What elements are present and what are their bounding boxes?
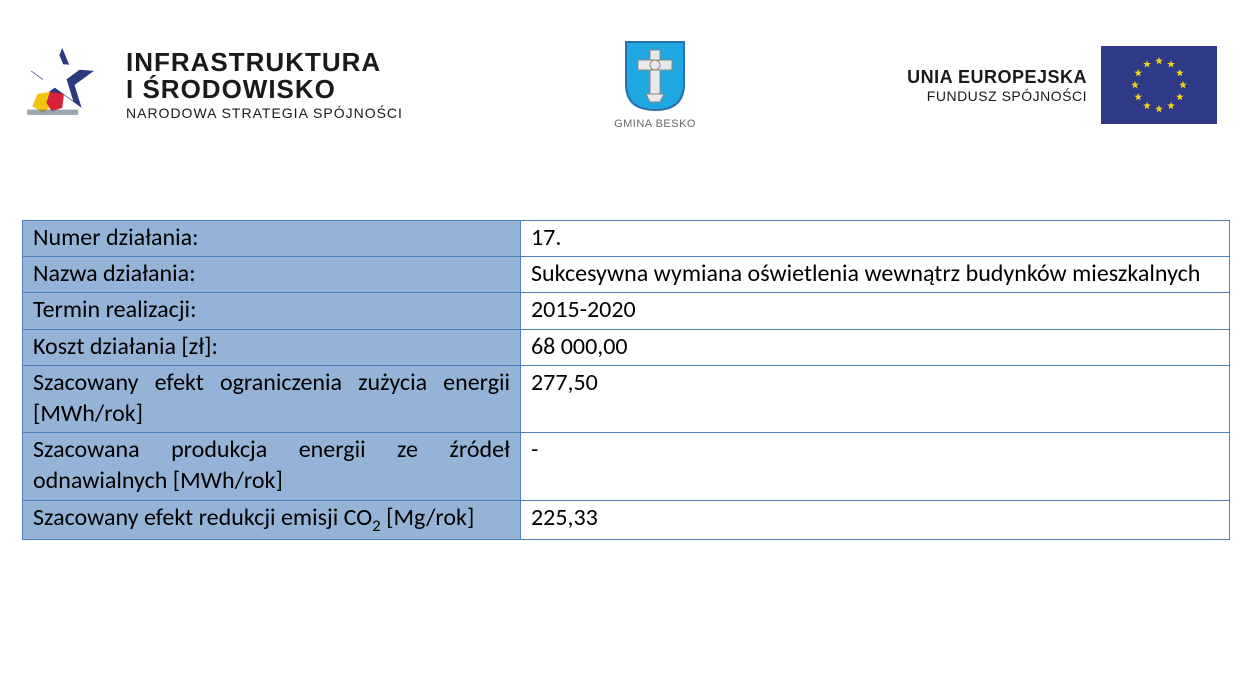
table-row: Nazwa działania: Sukcesywna wymiana oświ… [23,257,1230,293]
label-produkcja-oze: Szacowana produkcja energii ze źródeł od… [23,433,521,500]
table-row: Termin realizacji: 2015-2020 [23,293,1230,329]
label-redukcja-co2: Szacowany efekt redukcji emisji CO2 [Mg/… [23,500,521,540]
value-termin: 2015-2020 [521,293,1230,329]
gmina-label: GMINA BESKO [614,118,696,130]
action-details-table: Numer działania: 17. Nazwa działania: Su… [22,220,1230,540]
gmina-logo-block: GMINA BESKO [614,40,696,130]
eu-subtitle: FUNDUSZ SPÓJNOŚCI [907,88,1087,104]
infra-logo-block: INFRASTRUKTURA I ŚRODOWISKO NARODOWA STR… [20,41,403,129]
eu-logo-block: UNIA EUROPEJSKA FUNDUSZ SPÓJNOŚCI [907,46,1217,124]
value-numer-dzialania: 17. [521,221,1230,257]
table-row: Numer działania: 17. [23,221,1230,257]
logos-header: INFRASTRUKTURA I ŚRODOWISKO NARODOWA STR… [0,0,1252,130]
label-termin: Termin realizacji: [23,293,521,329]
infra-title-line1: INFRASTRUKTURA [126,49,403,76]
value-koszt: 68 000,00 [521,329,1230,365]
infra-title-line2: I ŚRODOWISKO [126,76,403,103]
infra-subtitle: NARODOWA STRATEGIA SPÓJNOŚCI [126,105,403,121]
gmina-shield-icon [624,40,686,112]
label-efekt-energii: Szacowany efekt ograniczenia zużycia ene… [23,365,521,432]
value-nazwa-dzialania: Sukcesywna wymiana oświetlenia wewnątrz … [521,257,1230,293]
label-nazwa-dzialania: Nazwa działania: [23,257,521,293]
table-row: Szacowany efekt ograniczenia zużycia ene… [23,365,1230,432]
infra-text: INFRASTRUKTURA I ŚRODOWISKO NARODOWA STR… [126,49,403,122]
infra-star-icon [20,41,108,129]
table-row: Koszt działania [zł]: 68 000,00 [23,329,1230,365]
eu-flag-icon [1101,46,1217,124]
value-redukcja-co2: 225,33 [521,500,1230,540]
label-koszt: Koszt działania [zł]: [23,329,521,365]
table-row: Szacowany efekt redukcji emisji CO2 [Mg/… [23,500,1230,540]
value-efekt-energii: 277,50 [521,365,1230,432]
eu-title: UNIA EUROPEJSKA [907,67,1087,88]
label-numer-dzialania: Numer działania: [23,221,521,257]
table-row: Szacowana produkcja energii ze źródeł od… [23,433,1230,500]
value-produkcja-oze: - [521,433,1230,500]
eu-text: UNIA EUROPEJSKA FUNDUSZ SPÓJNOŚCI [907,67,1087,104]
